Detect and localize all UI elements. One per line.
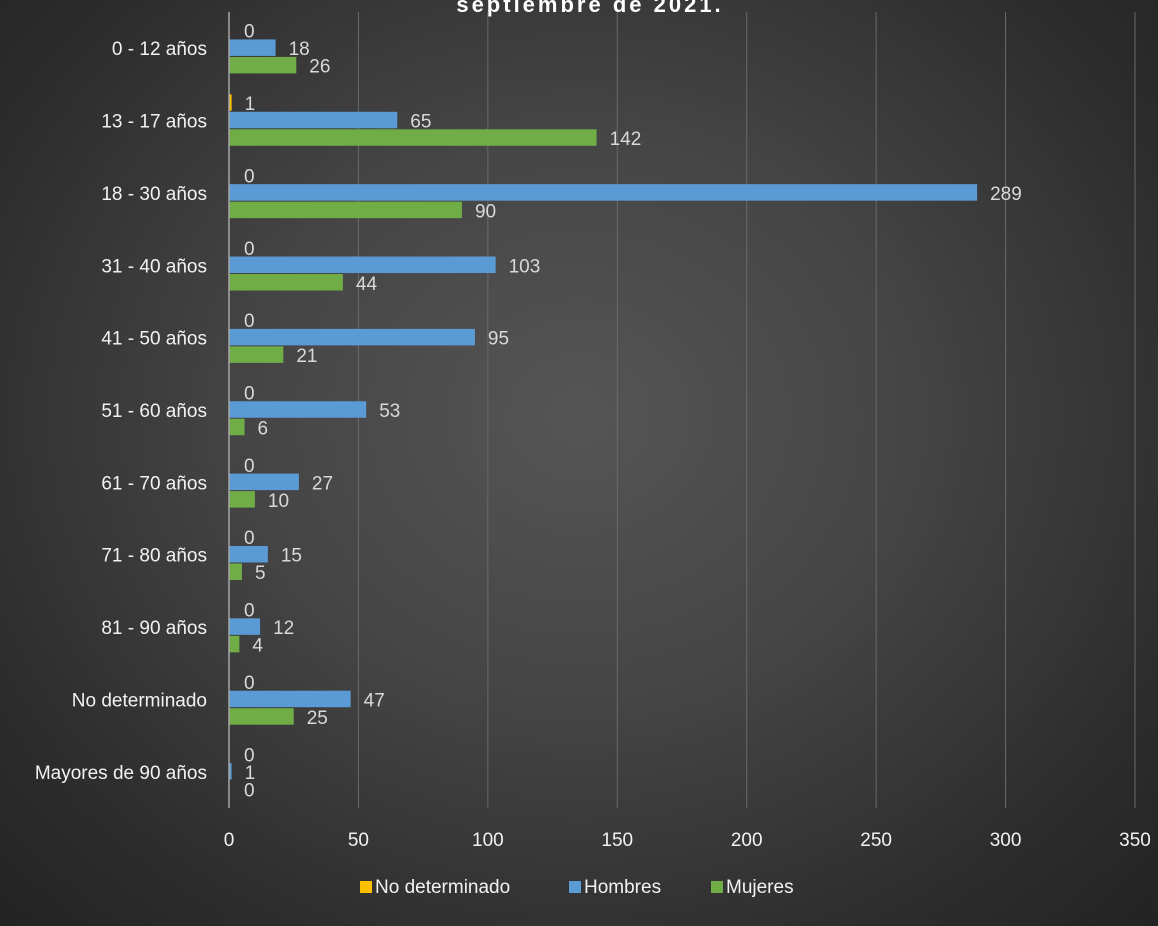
- category-label: 18 - 30 años: [101, 184, 207, 205]
- data-label-mujeres-8: 4: [252, 636, 263, 657]
- category-label: 0 - 12 años: [112, 39, 207, 60]
- bar-mujeres-8: [229, 635, 240, 653]
- bar-hombres-7: [229, 545, 268, 563]
- data-label-hombres-9: 47: [364, 690, 385, 711]
- data-label-mujeres-9: 25: [307, 708, 328, 729]
- x-tick-label: 300: [990, 830, 1022, 851]
- data-label-no-determinado-7: 0: [244, 528, 255, 549]
- data-label-no-determinado-10: 0: [244, 745, 255, 766]
- data-label-no-determinado-6: 0: [244, 456, 255, 477]
- legend-label-mujeres: Mujeres: [726, 877, 794, 898]
- category-label: 31 - 40 años: [101, 256, 207, 277]
- x-tick-label: 150: [601, 830, 633, 851]
- bar-hombres-1: [229, 111, 398, 129]
- category-label: Mayores de 90 años: [35, 763, 207, 784]
- data-label-mujeres-5: 6: [258, 419, 269, 440]
- data-labels: 0182616514202899001034409521053602710015…: [244, 22, 1022, 802]
- data-label-no-determinado-0: 0: [244, 22, 255, 43]
- category-label: 71 - 80 años: [101, 546, 207, 567]
- bar-hombres-0: [229, 39, 276, 56]
- bar-hombres-9: [229, 690, 351, 708]
- bar-hombres-8: [229, 618, 261, 635]
- bar-mujeres-6: [229, 491, 255, 508]
- x-tick-label: 50: [348, 830, 369, 851]
- bar-hombres-10: [229, 763, 232, 780]
- data-label-no-determinado-3: 0: [244, 239, 255, 260]
- data-label-mujeres-6: 10: [268, 491, 289, 512]
- data-label-hombres-0: 18: [289, 39, 310, 60]
- bar-hombres-3: [229, 256, 496, 274]
- legend-swatch-hombres: [569, 881, 581, 893]
- bar-mujeres-2: [229, 201, 462, 219]
- data-label-hombres-7: 15: [281, 546, 302, 567]
- bar-hombres-4: [229, 328, 475, 346]
- legend-swatch-mujeres: [711, 881, 723, 893]
- category-label: 13 - 17 años: [101, 112, 207, 133]
- data-label-hombres-2: 289: [990, 184, 1022, 205]
- data-label-hombres-8: 12: [273, 618, 294, 639]
- data-label-hombres-6: 27: [312, 473, 333, 494]
- data-label-no-determinado-1: 1: [245, 94, 256, 115]
- x-tick-label: 350: [1119, 830, 1151, 851]
- legend-swatch-no-determinado: [360, 881, 372, 893]
- category-label: 61 - 70 años: [101, 473, 207, 494]
- bar-no-determinado-1: [229, 94, 232, 111]
- category-label: 51 - 60 años: [101, 401, 207, 422]
- legend-label-hombres: Hombres: [584, 877, 661, 898]
- data-label-hombres-5: 53: [379, 401, 400, 422]
- x-tick-label: 100: [472, 830, 504, 851]
- bar-mujeres-5: [229, 418, 245, 436]
- data-label-hombres-4: 95: [488, 329, 509, 350]
- data-label-no-determinado-2: 0: [244, 166, 255, 187]
- data-label-mujeres-10: 0: [244, 780, 255, 801]
- data-label-hombres-3: 103: [509, 256, 541, 277]
- bar-hombres-6: [229, 473, 299, 491]
- bar-mujeres-9: [229, 708, 294, 725]
- bar-mujeres-7: [229, 563, 242, 580]
- data-label-no-determinado-4: 0: [244, 311, 255, 332]
- data-label-mujeres-0: 26: [309, 57, 330, 78]
- chart-title: septiembre de 2021.: [456, 0, 723, 17]
- data-label-no-determinado-5: 0: [244, 384, 255, 405]
- bar-mujeres-0: [229, 56, 297, 74]
- x-tick-label: 0: [224, 830, 235, 851]
- data-label-no-determinado-9: 0: [244, 673, 255, 694]
- data-label-mujeres-1: 142: [610, 129, 642, 150]
- legend-label-no-determinado: No determinado: [375, 877, 510, 898]
- data-label-mujeres-7: 5: [255, 563, 266, 584]
- data-label-mujeres-2: 90: [475, 201, 496, 222]
- category-label: 41 - 50 años: [101, 329, 207, 350]
- x-tick-label: 200: [731, 830, 763, 851]
- category-label: 81 - 90 años: [101, 618, 207, 639]
- x-tick-label: 250: [860, 830, 892, 851]
- legend: No determinado Hombres Mujeres: [360, 877, 794, 898]
- bars: [229, 39, 978, 780]
- bar-hombres-5: [229, 401, 367, 418]
- bar-mujeres-1: [229, 129, 597, 146]
- bar-hombres-2: [229, 184, 978, 201]
- data-label-mujeres-3: 44: [356, 274, 378, 295]
- data-label-hombres-10: 1: [245, 763, 256, 784]
- bar-mujeres-4: [229, 346, 284, 363]
- data-label-hombres-1: 65: [410, 112, 431, 133]
- data-label-mujeres-4: 21: [296, 346, 317, 367]
- bar-mujeres-3: [229, 274, 343, 291]
- data-label-no-determinado-8: 0: [244, 601, 255, 622]
- category-label: No determinado: [72, 690, 207, 711]
